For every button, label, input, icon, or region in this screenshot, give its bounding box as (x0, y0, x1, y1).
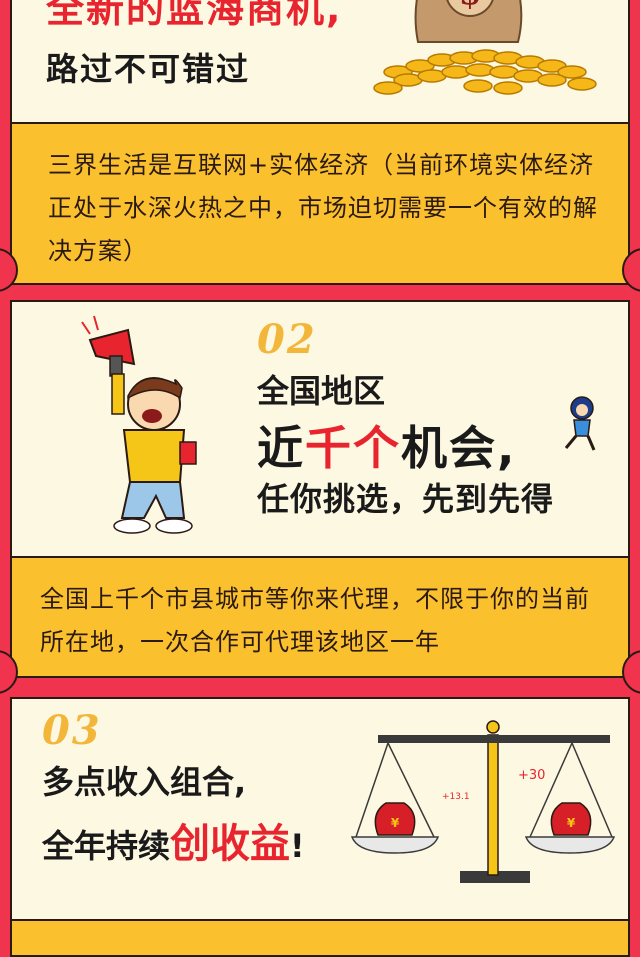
section-3-card: 03 多点收入组合, 全年持续创收益! ¥ ¥ +13.1 +30 (10, 697, 630, 957)
section-2-card: 02 全国地区 近千个机会, 任你挑选，先到先得 全国上千个市县城市等你来代理，… (10, 300, 630, 678)
scale-left-label: +13.1 (442, 792, 470, 802)
section-3-number: 03 (42, 707, 102, 754)
section-2-number: 02 (257, 316, 317, 363)
balance-scale-icon: ¥ ¥ +13.1 +30 (350, 720, 616, 883)
money-bag-illustration: $ (358, 0, 608, 112)
section-3-line-2-suffix: ! (290, 827, 305, 865)
section-2-line-3: 任你挑选，先到先得 (257, 480, 555, 518)
megaphone-boy-illustration (81, 315, 197, 534)
scale-right-label: +30 (518, 768, 545, 783)
section-2-line-1: 全国地区 (257, 372, 386, 410)
section-3-line-2-prefix: 全年持续 (42, 827, 171, 865)
small-runner-illustration (564, 396, 596, 451)
section-2-line-2-suffix: 机会, (401, 421, 517, 475)
section-1-subtitle: 路过不可错过 (46, 50, 251, 88)
red-money-bag-icon: ¥ (374, 802, 416, 836)
section-2-line-2-highlight: 千个 (305, 421, 401, 475)
section-1-description: 三界生活是互联网+实体经济（当前环境实体经济正处于水深火热之中，市场迫切需要一个… (48, 151, 598, 265)
section-1-description-band: 三界生活是互联网+实体经济（当前环境实体经济正处于水深火热之中，市场迫切需要一个… (12, 122, 628, 283)
section-3-line-2-highlight: 创收益 (170, 821, 291, 867)
section-3-line-1: 多点收入组合, (42, 763, 247, 801)
megaphone-icon (81, 315, 136, 377)
money-bag-icon: $ (373, 0, 597, 95)
section-1-title: 全新的蓝海商机, (46, 0, 343, 31)
section-2-line-2: 近千个机会, (257, 412, 516, 478)
section-2-description: 全国上千个市县城市等你来代理，不限于你的当前所在地，一次合作可代理该地区一年 (40, 585, 590, 656)
section-3-line-2: 全年持续创收益! (42, 811, 305, 869)
svg-text:¥: ¥ (391, 816, 400, 830)
gold-coins-icon (373, 49, 597, 95)
red-money-bag-icon: ¥ (550, 802, 592, 836)
section-2-description-band: 全国上千个市县城市等你来代理，不限于你的当前所在地，一次合作可代理该地区一年 (12, 556, 628, 676)
svg-text:¥: ¥ (567, 816, 576, 830)
section-1-card: 全新的蓝海商机, 路过不可错过 $ (10, 0, 630, 285)
section-3-description-band (12, 919, 628, 955)
section-2-line-2-prefix: 近 (257, 421, 305, 475)
svg-text:$: $ (459, 0, 481, 12)
